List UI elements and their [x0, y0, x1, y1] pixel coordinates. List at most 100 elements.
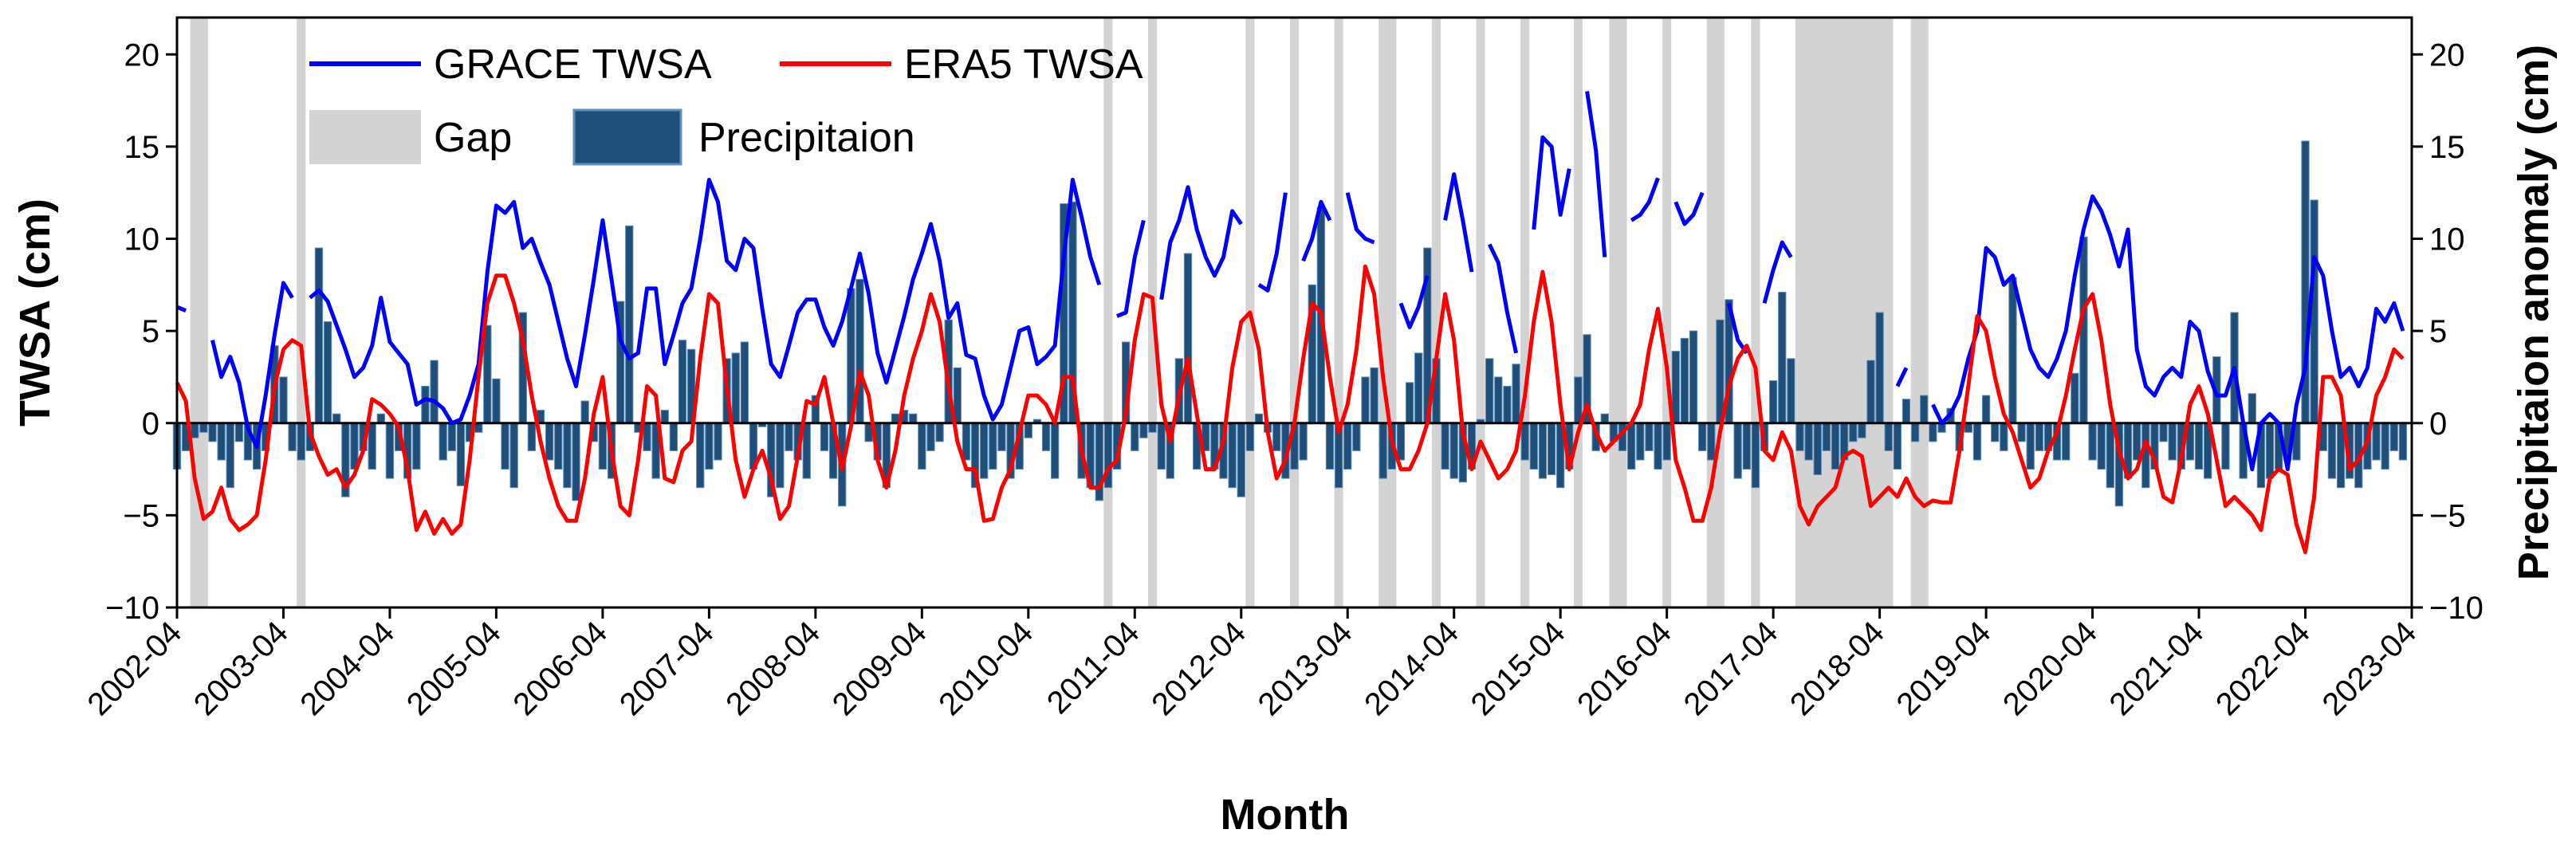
precip-bar [1742, 423, 1751, 470]
precip-bar [2000, 423, 2008, 451]
precip-bar [776, 423, 785, 489]
x-tick-label: 2020-04 [1996, 615, 2104, 722]
precip-bar [2017, 423, 2026, 442]
x-axis-title: Month [1221, 791, 1350, 839]
gap-band [297, 18, 306, 607]
x-tick-label: 2009-04 [826, 615, 934, 722]
precip-bar [926, 423, 935, 451]
precip-bar [1378, 423, 1387, 479]
precip-bar [2265, 423, 2275, 479]
precip-bar [989, 423, 997, 470]
precip-bar [474, 423, 483, 433]
precip-bar [412, 423, 421, 470]
precip-bar [1574, 376, 1583, 424]
precip-bar [332, 413, 341, 424]
precip-bar [492, 378, 501, 424]
precip-bar [1902, 399, 1911, 424]
precip-bar [1866, 360, 1875, 424]
precip-bar [1654, 423, 1662, 470]
precip-bar [288, 423, 297, 451]
x-tick-label: 2021-04 [2102, 615, 2210, 722]
precip-bar [1636, 423, 1645, 461]
twsa-lines [175, 91, 2405, 555]
precip-bar [1778, 292, 1787, 424]
precip-bar [2221, 423, 2230, 470]
precip-bar [785, 423, 793, 451]
precip-bar [554, 423, 563, 470]
precip-bar [1370, 367, 1378, 424]
precip-bar [2062, 423, 2071, 461]
precip-bar [2372, 423, 2381, 461]
gap-band [1289, 18, 1300, 607]
precip-bar [1441, 423, 1449, 470]
x-tick-label: 2018-04 [1784, 615, 1891, 722]
precip-bar [1361, 376, 1370, 424]
precip-bar [1787, 358, 1795, 424]
precip-bar [580, 400, 589, 424]
precip-bar [2168, 423, 2177, 461]
x-tick-label: 2004-04 [293, 615, 401, 722]
gap-band [1609, 18, 1627, 607]
y-tick-label-right: 10 [2429, 222, 2465, 257]
precip-bar [740, 341, 749, 424]
precip-bar [1910, 423, 1920, 442]
precip-bar [1804, 423, 1813, 461]
precip-bar [1414, 352, 1423, 424]
precip-bar [2071, 372, 2079, 424]
precip-bar [1449, 423, 1458, 479]
precip-bar [439, 423, 447, 461]
precip-bar [1627, 423, 1636, 470]
y-tick-label-right: 5 [2429, 314, 2447, 349]
precip-bar [2026, 423, 2035, 470]
x-tick-label: 2010-04 [932, 615, 1040, 722]
gap-band [1751, 18, 1760, 607]
precip-bar [1512, 364, 1520, 424]
y-axis-title-right: Precipitaion anomaly (cm) [2510, 45, 2558, 580]
precip-bar [1600, 413, 1609, 424]
precip-bar [1707, 423, 1716, 461]
x-tick-label: 2012-04 [1145, 615, 1253, 722]
gap-band [1431, 18, 1441, 607]
precip-bar [2327, 423, 2337, 479]
x-tick-label: 2023-04 [2315, 615, 2423, 722]
gap-band [1103, 18, 1113, 607]
precip-bar [1929, 423, 1937, 442]
gap-band [1476, 18, 1485, 607]
gap-band [1662, 18, 1672, 607]
precip-bar [1139, 423, 1148, 438]
right-axis: −10 −5 0 5 10 15 20 [2412, 37, 2484, 626]
y-tick-label-left: −10 [105, 591, 159, 626]
legend-label: Precipitaion [698, 115, 915, 161]
precip-bar [935, 423, 944, 442]
precip-bar [1751, 423, 1760, 489]
precip-bar [1813, 423, 1822, 475]
x-tick-label: 2006-04 [506, 615, 614, 722]
precip-bar [891, 413, 900, 424]
precip-bar [714, 423, 722, 461]
precip-bar [625, 225, 634, 424]
precip-bar [1697, 423, 1707, 451]
precip-bar [918, 423, 926, 470]
precip-bar [191, 423, 199, 438]
precip-bar [598, 423, 608, 470]
precip-bar [1024, 423, 1032, 438]
precip-bar [1981, 395, 1991, 424]
precip-bar [1964, 423, 1973, 433]
y-tick-label-right: 15 [2429, 130, 2465, 165]
gap-band [190, 18, 208, 607]
precip-bar [2194, 423, 2204, 470]
legend: GRACE TWSA ERA5 TWSA Gap Precipitaion [309, 41, 1143, 166]
precip-bar [669, 423, 678, 451]
precip-bar [1183, 253, 1193, 424]
x-tick-label: 2022-04 [2209, 615, 2317, 722]
precip-bar [1768, 380, 1778, 424]
x-tick-label: 2015-04 [1465, 615, 1572, 722]
precip-bar [2035, 423, 2044, 451]
y-tick-label-right: 20 [2429, 37, 2465, 73]
precip-bar [1157, 423, 1166, 470]
precip-bar [368, 423, 376, 470]
precip-bar [1148, 423, 1157, 433]
left-axis: −10 −5 0 5 10 15 20 [105, 37, 177, 626]
legend-label: ERA5 TWSA [904, 41, 1143, 88]
